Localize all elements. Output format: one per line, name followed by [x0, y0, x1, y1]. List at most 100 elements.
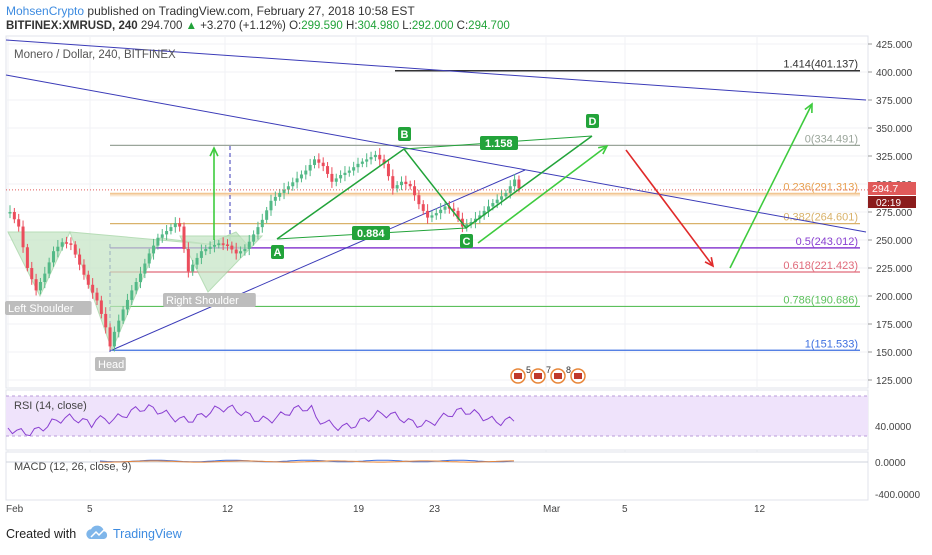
candle-body	[82, 264, 86, 275]
y-tick-label: 275.000	[876, 208, 913, 219]
x-tick-label: 23	[429, 504, 441, 515]
y-tick-label: 225.000	[876, 264, 913, 275]
abcd-point-label: D	[589, 116, 597, 128]
candle-body	[60, 242, 64, 247]
tradingview-brand[interactable]: TradingView	[113, 527, 182, 541]
candle-body	[130, 290, 134, 300]
candle-body	[239, 251, 243, 254]
author-name[interactable]: MohsenCrypto	[6, 4, 85, 18]
abcd-point-label: A	[274, 247, 282, 259]
hs-label: Left Shoulder	[8, 303, 74, 315]
arrow-down-target	[625, 149, 714, 267]
symbol: BITFINEX:XMRUSD, 240	[6, 20, 138, 32]
candle-body	[334, 178, 338, 182]
y-tick-label: 350.000	[876, 124, 913, 135]
candle-body	[434, 213, 438, 216]
candle-body	[178, 223, 182, 227]
high-value: 304.980	[357, 20, 400, 32]
hs-right-shoulder	[179, 235, 264, 293]
fib-label: 0.786(190.686)	[783, 294, 858, 306]
candle-body	[17, 219, 21, 227]
macd-pane	[5, 451, 869, 501]
x-axis: Feb 5 12 19 23 Mar 5 12	[6, 504, 766, 515]
candle-body	[321, 162, 325, 167]
candle-body	[456, 210, 460, 219]
candle-body	[173, 223, 177, 228]
candle-body	[487, 206, 490, 211]
candle-body	[260, 219, 264, 228]
x-tick-label: Feb	[6, 504, 24, 515]
candle-body	[99, 300, 103, 314]
candle-body	[143, 263, 147, 274]
candle-body	[69, 243, 73, 245]
candle-body	[352, 167, 356, 171]
hs-label-bg	[95, 357, 126, 371]
candle-body	[91, 284, 95, 293]
hs-label-bg	[5, 301, 92, 315]
candle-body	[78, 254, 82, 265]
candle-body	[147, 253, 151, 264]
abcd-point-label: C	[463, 236, 471, 248]
x-tick-label: 5	[622, 504, 628, 515]
candle-body	[95, 292, 99, 301]
up-triangle-icon: ▲	[185, 20, 198, 32]
candle-body	[365, 159, 369, 162]
candle-body	[234, 249, 238, 254]
y-tick-label: 250.000	[876, 236, 913, 247]
candle-body	[265, 210, 269, 220]
signal-line	[99, 460, 514, 463]
fib-band	[110, 192, 860, 197]
y-tick-label: 375.000	[876, 96, 913, 107]
candle-body	[317, 159, 321, 163]
candle-body	[30, 268, 34, 280]
tradingview-cloud-icon	[86, 525, 108, 539]
candle-body	[291, 182, 295, 187]
y-tick-label: 400.000	[876, 68, 913, 79]
candle-body	[8, 212, 12, 214]
y-tick-label: 325.000	[876, 152, 913, 163]
candle-body	[243, 248, 247, 252]
candle-body	[360, 161, 364, 164]
candle-body	[86, 274, 90, 285]
ratio-label-bg	[480, 136, 518, 150]
candle-body	[121, 309, 125, 321]
abcd-point-bg	[586, 114, 599, 128]
candle-body	[304, 170, 308, 175]
change: +3.270 (+1.12%)	[200, 20, 286, 32]
ratio-label-bg	[352, 226, 390, 240]
arrow-up-target	[729, 103, 813, 269]
candle-body	[152, 245, 156, 254]
candle-body	[373, 154, 377, 158]
candle-body	[117, 320, 121, 332]
y-tick-label: 175.000	[876, 320, 913, 331]
abcd-point-bg	[398, 127, 411, 141]
candle-body	[356, 163, 360, 168]
arrow-up-channel-head	[598, 144, 609, 155]
x-tick-label: 12	[754, 504, 766, 515]
candle-body	[330, 173, 334, 182]
candle-body	[73, 244, 77, 255]
candle-body	[204, 248, 208, 252]
chart-title: Monero / Dollar, 240, BITFINEX	[14, 49, 176, 61]
candle-body	[165, 231, 169, 235]
last-price: 294.700	[140, 20, 183, 32]
fib-label: 0.618(221.423)	[783, 260, 858, 272]
candle-body	[400, 181, 403, 186]
rsi-band	[6, 396, 868, 436]
candle-body	[413, 186, 417, 196]
macd-tick-low: -400.0000	[875, 490, 920, 501]
fib-label: 0.5(243.012)	[796, 236, 858, 248]
candle-body	[195, 257, 199, 265]
open-value: 299.590	[301, 20, 343, 32]
candle-body	[12, 212, 16, 220]
quote-line: BITFINEX:XMRUSD, 240 294.700 ▲ +3.270 (+…	[6, 20, 510, 32]
event-flag-icon	[574, 373, 582, 379]
fib-label: 0.236(291.313)	[783, 182, 858, 194]
macd-line	[99, 459, 515, 463]
candle-body	[186, 248, 190, 272]
rsi-title: RSI (14, close)	[14, 400, 87, 412]
ratio-label: 0.884	[357, 228, 385, 240]
rsi-pane	[5, 389, 869, 451]
candle-body	[382, 159, 386, 164]
candle-body	[125, 299, 129, 310]
